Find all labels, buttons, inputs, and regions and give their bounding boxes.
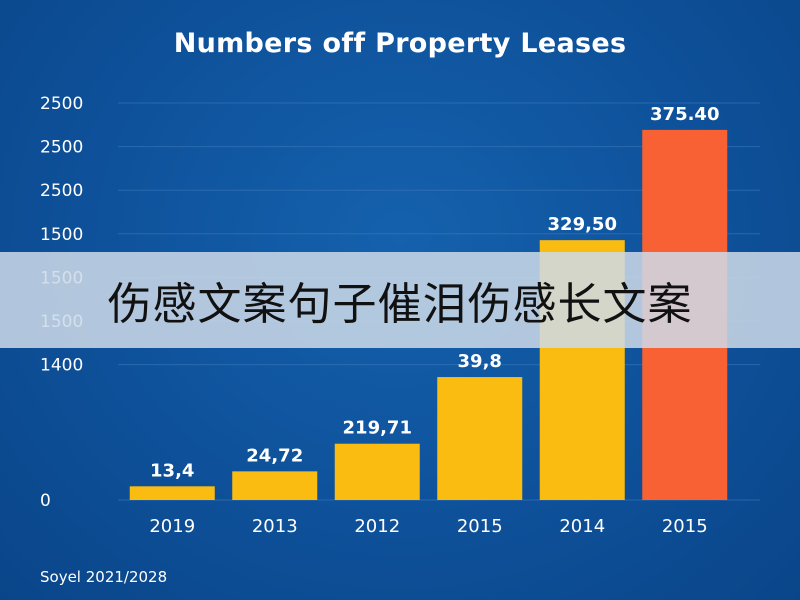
y-tick-label: 1500 [40,225,83,245]
overlay-banner: 伤感文案句子催泪伤感长文案 [0,252,800,348]
bar [232,471,318,500]
y-tick-label: 2500 [40,138,83,158]
data-label: 329,50 [548,214,617,235]
y-tick-label: 2500 [40,94,83,114]
y-tick-label: 2500 [40,181,83,201]
x-category-label: 2013 [252,516,298,537]
data-label: 375.40 [650,104,719,125]
data-label: 24,72 [246,445,303,466]
x-category-label: 2015 [662,516,708,537]
y-tick-label: 1400 [40,356,83,376]
x-category-label: 2012 [354,516,400,537]
bar [437,377,523,500]
x-axis-categories: 2019 2013 2012 2015 2014 2015 [149,516,707,537]
data-label: 219,71 [343,418,412,439]
x-category-label: 2015 [457,516,503,537]
y-tick-label: 0 [40,491,51,511]
data-label: 13,4 [150,460,194,481]
x-category-label: 2014 [559,516,605,537]
bar [129,486,215,500]
overlay-text: 伤感文案句子催泪伤感长文案 [107,279,693,330]
data-labels: 13,4 24,72 219,71 39,8 329,50 375.40 [150,104,719,481]
chart-title: Numbers off Property Leases [173,28,627,59]
data-label: 39,8 [458,351,502,372]
source-note: Soyel 2021/2028 [40,568,168,586]
bar [334,443,420,500]
x-category-label: 2019 [149,516,195,537]
